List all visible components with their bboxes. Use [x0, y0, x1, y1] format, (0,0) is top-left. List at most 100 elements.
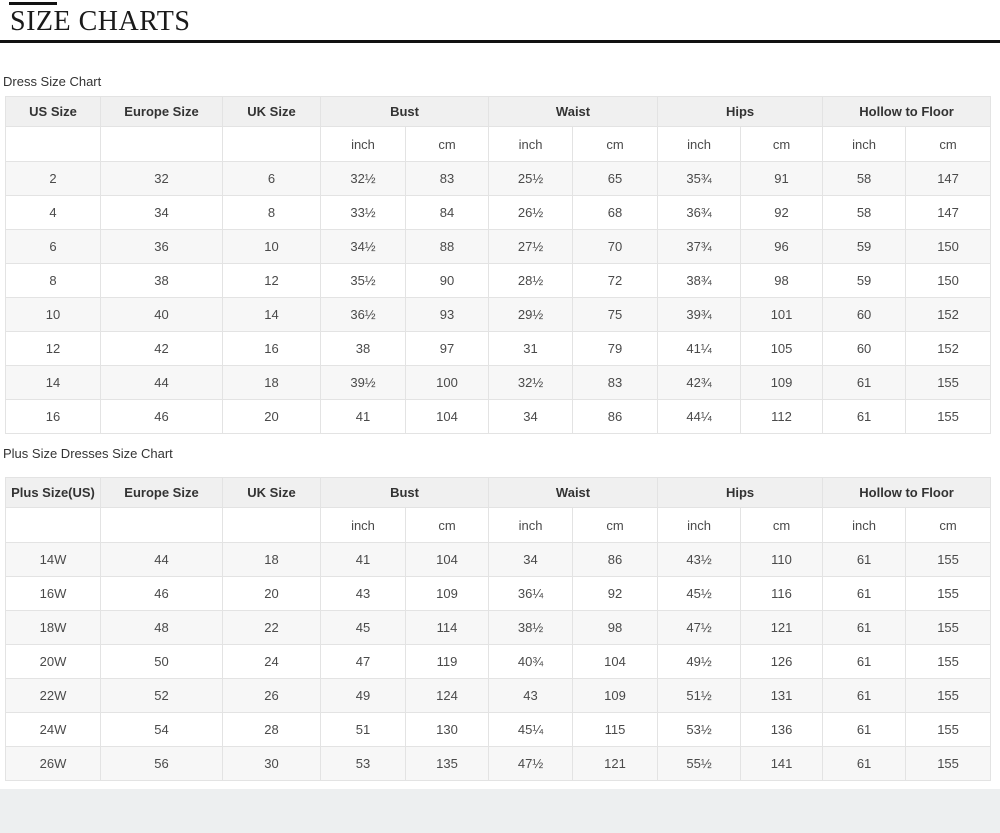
value-cell: 37¾	[657, 229, 742, 264]
value-cell: 33½	[320, 195, 406, 230]
unit-header: inch	[488, 507, 574, 543]
value-cell: 79	[572, 331, 659, 366]
value-cell: 38½	[488, 610, 574, 645]
value-cell: 32	[100, 161, 223, 196]
value-cell: 45½	[657, 576, 742, 611]
value-cell: 90	[404, 263, 490, 298]
size-cell: 14	[5, 365, 101, 400]
value-cell: 83	[572, 365, 659, 400]
value-cell: 61	[822, 644, 907, 679]
value-cell: 155	[905, 746, 992, 781]
value-cell: 32½	[488, 365, 574, 400]
value-cell: 93	[404, 297, 490, 332]
value-cell: 53	[320, 746, 406, 781]
value-cell: 105	[740, 331, 824, 366]
unit-header: inch	[488, 126, 574, 162]
value-cell: 53½	[657, 712, 742, 747]
value-cell: 109	[404, 576, 490, 611]
value-cell: 50	[100, 644, 223, 679]
column-group-header: Hollow to Floor	[822, 96, 992, 127]
value-cell: 86	[572, 542, 659, 577]
column-group-header: Bust	[319, 96, 490, 127]
value-cell: 8	[222, 195, 321, 230]
value-cell: 61	[822, 746, 907, 781]
table-row: 14W 44 18 41 104 34 86 43½ 110 61 155	[5, 542, 992, 577]
value-cell: 40	[100, 297, 223, 332]
value-cell: 39½	[320, 365, 406, 400]
top-left-dash	[9, 2, 57, 5]
value-cell: 114	[404, 610, 490, 645]
value-cell: 40¾	[488, 644, 574, 679]
header-row: Plus Size(US) Europe Size UK Size Bust Waist…	[5, 477, 992, 508]
value-cell: 24	[222, 644, 321, 679]
value-cell: 65	[572, 161, 659, 196]
unit-header: inch	[320, 126, 406, 162]
value-cell: 41¼	[657, 331, 742, 366]
size-cell: 22W	[5, 678, 101, 713]
value-cell: 91	[740, 161, 824, 196]
value-cell: 46	[100, 399, 223, 434]
value-cell: 59	[822, 229, 907, 264]
value-cell: 150	[905, 229, 992, 264]
value-cell: 47½	[488, 746, 574, 781]
value-cell: 61	[822, 712, 907, 747]
value-cell: 49	[320, 678, 406, 713]
value-cell: 150	[905, 263, 992, 298]
unit-header: inch	[822, 507, 907, 543]
value-cell: 104	[404, 542, 490, 577]
size-cell: 10	[5, 297, 101, 332]
value-cell: 98	[740, 263, 824, 298]
unit-header: cm	[905, 507, 992, 543]
value-cell: 35½	[320, 263, 406, 298]
size-cell: 12	[5, 331, 101, 366]
value-cell: 84	[404, 195, 490, 230]
value-cell: 97	[404, 331, 490, 366]
value-cell: 121	[740, 610, 824, 645]
value-cell: 152	[905, 297, 992, 332]
value-cell: 38	[100, 263, 223, 298]
value-cell: 119	[404, 644, 490, 679]
dress-size-chart-table: US Size Europe Size UK Size Bust Waist Hips Ho…	[5, 96, 992, 434]
value-cell: 155	[905, 678, 992, 713]
value-cell: 43	[488, 678, 574, 713]
column-group-header: Hips	[657, 96, 824, 127]
table-row: 22W 52 26 49 124 43 109 51½ 131 61 155	[5, 678, 992, 713]
value-cell: 155	[905, 644, 992, 679]
table-row: 4 34 8 33½ 84 26½ 68 36¾ 92 58 147	[5, 195, 992, 230]
value-cell: 61	[822, 399, 907, 434]
table-row: 2 32 6 32½ 83 25½ 65 35¾ 91 58 147	[5, 161, 992, 196]
table-row: 26W 56 30 53 135 47½ 121 55½ 141 61 155	[5, 746, 992, 781]
value-cell: 61	[822, 542, 907, 577]
size-cell: 6	[5, 229, 101, 264]
value-cell: 109	[740, 365, 824, 400]
value-cell: 49½	[657, 644, 742, 679]
value-cell: 61	[822, 576, 907, 611]
unit-header: cm	[905, 126, 992, 162]
value-cell: 61	[822, 678, 907, 713]
title-divider	[0, 40, 1000, 43]
value-cell: 152	[905, 331, 992, 366]
value-cell: 124	[404, 678, 490, 713]
value-cell: 52	[100, 678, 223, 713]
empty-cell	[222, 126, 321, 162]
table-row: 8 38 12 35½ 90 28½ 72 38¾ 98 59 150	[5, 263, 992, 298]
table-row: 16 46 20 41 104 34 86 44¼ 112 61 155	[5, 399, 992, 434]
value-cell: 88	[404, 229, 490, 264]
value-cell: 34	[488, 399, 574, 434]
unit-header: inch	[657, 126, 742, 162]
value-cell: 55½	[657, 746, 742, 781]
table-row: 20W 50 24 47 119 40¾ 104 49½ 126 61 155	[5, 644, 992, 679]
table-row: 24W 54 28 51 130 45¼ 115 53½ 136 61 155	[5, 712, 992, 747]
value-cell: 104	[404, 399, 490, 434]
value-cell: 115	[572, 712, 659, 747]
value-cell: 34	[100, 195, 223, 230]
empty-cell	[5, 507, 101, 543]
value-cell: 116	[740, 576, 824, 611]
value-cell: 58	[822, 195, 907, 230]
size-cell: 2	[5, 161, 101, 196]
page-title: SIZE CHARTS	[10, 6, 191, 37]
unit-row: inch cm inch cm inch cm inch cm	[5, 126, 992, 162]
value-cell: 135	[404, 746, 490, 781]
value-cell: 47½	[657, 610, 742, 645]
value-cell: 56	[100, 746, 223, 781]
